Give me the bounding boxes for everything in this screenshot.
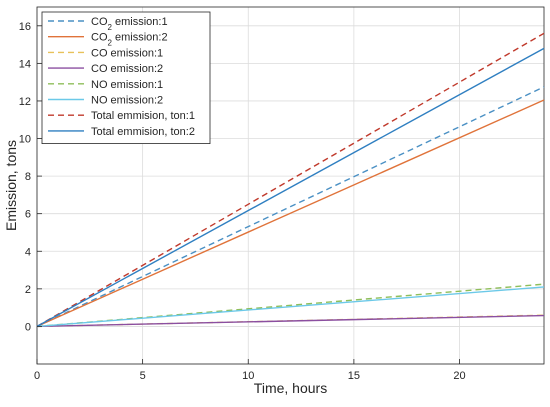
x-axis-label: Time, hours: [254, 380, 327, 396]
legend-entry-label: NO emission:2: [91, 95, 163, 107]
y-tick-label: 10: [19, 134, 31, 146]
x-tick-label: 10: [242, 370, 254, 382]
y-tick-label: 14: [19, 58, 31, 70]
series-line: [36, 314, 545, 328]
legend-entry-label: Total emmision, ton:2: [91, 126, 195, 138]
series-line: [36, 32, 545, 328]
x-tick-label: 20: [453, 370, 465, 382]
x-tick-label: 5: [140, 370, 146, 382]
legend-entry-label: CO2 emission:2: [91, 32, 168, 48]
x-tick-label: 15: [348, 370, 360, 382]
series-line: [36, 86, 545, 328]
y-tick-label: 12: [19, 96, 31, 108]
legend-entry-label: CO emission:1: [91, 47, 163, 59]
y-tick-label: 8: [25, 171, 31, 183]
y-tick-label: 6: [25, 209, 31, 221]
legend-entry-label: CO emission:2: [91, 63, 163, 75]
y-tick-label: 0: [25, 321, 31, 333]
y-axis-label: Emission, tons: [3, 140, 19, 231]
legend-box: [41, 11, 211, 145]
legend-entry-label: CO2 emission:1: [91, 16, 168, 32]
axis-ticks: 0 5 10 15 20 0 2 4 6 8 10 12 14 16: [19, 21, 466, 382]
legend-entry-label: NO emission:1: [91, 79, 163, 91]
y-tick-label: 2: [25, 284, 31, 296]
x-tick-label: 0: [34, 370, 40, 382]
y-tick-label: 4: [25, 246, 31, 258]
series-line: [36, 99, 545, 328]
plot-area: [36, 6, 545, 365]
series-line: [36, 286, 545, 328]
series-line: [36, 47, 545, 328]
y-tick-label: 16: [19, 21, 31, 33]
series-lines: [36, 32, 545, 328]
legend-entry-label: Total emmision, ton:1: [91, 110, 195, 122]
